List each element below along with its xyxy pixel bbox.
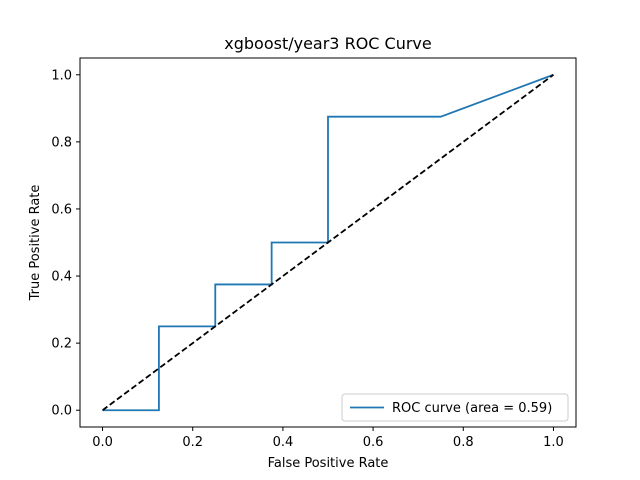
plot-area — [79, 57, 577, 428]
y-tick-label: 1.0 — [51, 68, 72, 83]
legend-label-roc: ROC curve (area = 0.59) — [392, 401, 552, 416]
y-tick-label: 0.2 — [51, 337, 72, 352]
x-tick-label: 0.2 — [182, 435, 203, 450]
x-tick-label: 0.6 — [363, 435, 384, 450]
chance-diagonal-line — [102, 74, 554, 411]
y-axis-ticks: 0.0 0.2 0.4 0.6 0.8 1.0 — [51, 68, 80, 419]
x-tick-label: 0.8 — [453, 435, 474, 450]
x-tick-label: 0.0 — [92, 435, 113, 450]
x-axis-label: False Positive Rate — [268, 456, 389, 471]
series-layer — [102, 73, 554, 412]
x-tick-label: 1.0 — [543, 435, 564, 450]
chart-title: xgboost/year3 ROC Curve — [224, 34, 432, 53]
plot-frame — [79, 57, 577, 428]
y-tick-label: 0.8 — [51, 135, 72, 150]
x-tick-label: 0.4 — [273, 435, 294, 450]
y-tick-label: 0.6 — [51, 202, 72, 217]
legend-box — [341, 393, 569, 422]
x-axis-ticks: 0.0 0.2 0.4 0.6 0.8 1.0 — [92, 427, 564, 450]
y-axis-label: True Positive Rate — [28, 185, 43, 302]
legend: ROC curve (area = 0.59) — [341, 393, 569, 422]
y-tick-label: 0.4 — [51, 270, 72, 285]
y-tick-label: 0.0 — [51, 404, 72, 419]
